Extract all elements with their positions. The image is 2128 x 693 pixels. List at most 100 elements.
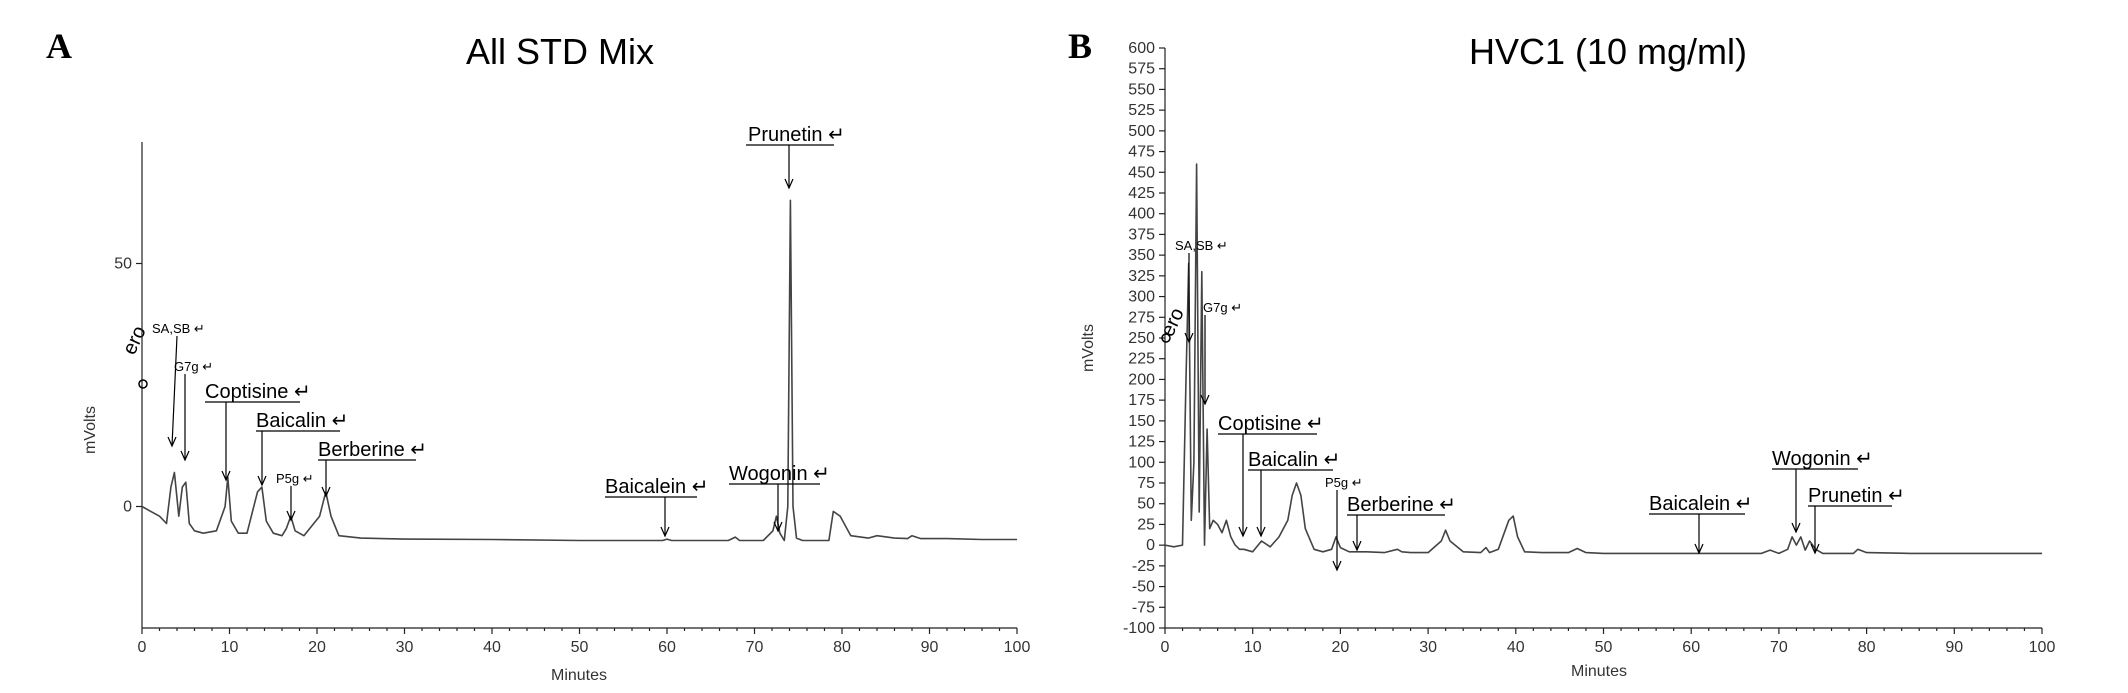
panel-b-y-tick-label: -100 [1123, 620, 1155, 637]
panel-a-arrowhead [167, 436, 177, 448]
panel-a-axis-marker [138, 379, 148, 389]
panel-b-x-tick-label: 90 [1945, 639, 1963, 656]
panel-b-annotations: SA,SB ↵ G7g ↵ Coptisine ↵ Baicalin ↵ P5g ↵Be… [1161, 238, 1905, 572]
panel-b-y-tick-label: 150 [1128, 413, 1155, 430]
panel-a-arrowhead [257, 475, 267, 487]
panel-a-return-marker: ↵ [194, 322, 205, 337]
panel-b-y-tick-label: -50 [1132, 579, 1155, 596]
panel-b-arrowhead [1791, 522, 1801, 534]
panel-a-peak-label: Wogonin ↵ [729, 461, 830, 485]
panel-b-peak-label: Coptisine ↵ [1218, 411, 1324, 435]
panel-a-x-tick-label: 90 [921, 639, 939, 656]
panel-b-y-tick-label: 525 [1128, 102, 1155, 119]
panel-b-return-marker: ↵ [1352, 476, 1363, 491]
panel-b-axis-marker [1161, 333, 1171, 343]
panel-b-y-tick-label: 100 [1128, 454, 1155, 471]
panel-b-x-tick-label: 10 [1244, 639, 1262, 656]
panel-b-arrowhead [1200, 394, 1210, 406]
panel-b-x-tick-label: 100 [2029, 639, 2056, 656]
panel-a-arrowhead [221, 470, 231, 482]
panel-b-return-marker: ↵ [1231, 301, 1242, 316]
panel-a-x-tick-label: 50 [571, 639, 589, 656]
panel-a-y-label: mVolts [82, 406, 99, 454]
panel-b-y-tick-label: 125 [1128, 434, 1155, 451]
panel-a-x-tick-label: 10 [221, 639, 239, 656]
panel-a-partial-label: ero [119, 323, 151, 358]
panel-b-peak-label: Baicalin ↵ [1248, 447, 1340, 471]
panel-a-return-marker: ↵ [202, 360, 213, 375]
panel-b-y-tick-label: 200 [1128, 371, 1155, 388]
panel-b-x-label: Minutes [1571, 663, 1627, 680]
panel-a-axes: 0 10 20 30 40 50 60 70 80 90 100 0 50 [114, 142, 1030, 656]
panel-a-arrowhead [773, 521, 783, 533]
panel-b-y-tick-label: 275 [1128, 309, 1155, 326]
panel-a-peak-label: G7g ↵ [174, 359, 213, 375]
panel-a-return-marker: ↵ [332, 408, 349, 432]
panel-a-annotations: Prunetin ↵ SA,SB ↵ G7g ↵ Coptisine ↵ Baicali… [138, 122, 845, 538]
panel-b-x-tick-label: 60 [1682, 639, 1700, 656]
panel-a-peak-label: P5g ↵ [276, 471, 314, 487]
panel-a-x-tick-label: 80 [833, 639, 851, 656]
panel-a-peak-label: Baicalin ↵ [256, 408, 348, 432]
panel-b-arrowhead [1352, 540, 1362, 552]
panel-a-x-tick-label: 0 [138, 639, 147, 656]
panel-b-return-marker: ↵ [1736, 491, 1753, 515]
panel-b-y-tick-label: 550 [1128, 81, 1155, 98]
panel-a-pointer-line [171, 335, 178, 447]
panel-b-y-tick-label: 250 [1128, 330, 1155, 347]
panel-b-arrowhead [1810, 543, 1820, 555]
panel-a-peak-label: Berberine ↵ [318, 437, 427, 461]
panel-b-x-tick-label: 40 [1507, 639, 1525, 656]
panel-b-x-tick-label: 50 [1595, 639, 1613, 656]
panel-b-partial-label: ero [1157, 305, 1189, 340]
panel-a-x-tick-label: 40 [483, 639, 501, 656]
panel-a-chromatogram-line [141, 199, 1017, 542]
panel-b: B HVC1 (10 mg/ml) mVolts Minutes ero 0 10… [1068, 26, 2055, 680]
panel-b-arrowhead [1332, 560, 1342, 572]
panel-b-y-tick-label: 375 [1128, 226, 1155, 243]
panel-b-arrowhead [1238, 526, 1248, 538]
panel-a-peak-label: Coptisine ↵ [205, 379, 311, 403]
panel-b-y-tick-label: 175 [1128, 392, 1155, 409]
panel-a-peak-label: SA,SB ↵ [152, 321, 205, 337]
panel-a-trace [141, 199, 1017, 542]
panel-b-return-marker: ↵ [1856, 446, 1873, 470]
panel-a-title: All STD Mix [466, 31, 654, 72]
panel-a-x-tick-label: 20 [308, 639, 326, 656]
panel-b-y-tick-label: 300 [1128, 289, 1155, 306]
panel-a-return-marker: ↵ [813, 461, 830, 485]
panel-b-y-tick-label: 50 [1137, 496, 1155, 513]
panel-a-y-tick-label: 0 [123, 499, 132, 516]
panel-b-peak-label: P5g ↵ [1325, 475, 1363, 491]
panel-b-y-tick-label: 475 [1128, 144, 1155, 161]
panel-b-y-tick-label: 425 [1128, 185, 1155, 202]
panel-b-x-tick-label: 70 [1770, 639, 1788, 656]
panel-letter-b: B [1068, 26, 1092, 66]
panel-b-y-tick-label: 500 [1128, 123, 1155, 140]
panel-letter-a: A [46, 26, 72, 66]
panel-b-peak-label: Prunetin ↵ [1808, 483, 1905, 507]
panel-b-return-marker: ↵ [1324, 447, 1341, 471]
panel-b-return-marker: ↵ [1217, 239, 1228, 254]
panel-b-y-tick-label: 325 [1128, 268, 1155, 285]
panel-b-peak-label: Wogonin ↵ [1772, 446, 1873, 470]
panel-b-peak-label: G7g ↵ [1203, 300, 1242, 316]
panel-b-y-tick-label: -75 [1132, 599, 1155, 616]
panel-a-x-tick-label: 100 [1004, 639, 1031, 656]
panel-a-y-tick-label: 50 [114, 256, 132, 273]
panel-a-return-marker: ↵ [303, 472, 314, 487]
panel-b-arrowhead [1256, 526, 1266, 538]
panel-b-y-tick-label: 400 [1128, 206, 1155, 223]
panel-b-y-tick-label: 600 [1128, 40, 1155, 57]
panel-b-y-tick-label: 575 [1128, 61, 1155, 78]
panel-b-y-label: mVolts [1080, 324, 1097, 372]
panel-a-x-tick-label: 60 [658, 639, 676, 656]
panel-b-x-tick-label: 20 [1332, 639, 1350, 656]
panel-b-y-tick-label: 350 [1128, 247, 1155, 264]
panel-b-x-tick-label: 80 [1858, 639, 1876, 656]
panel-b-y-tick-label: 450 [1128, 164, 1155, 181]
panel-a-arrowhead [321, 486, 331, 498]
panel-b-title: HVC1 (10 mg/ml) [1469, 31, 1747, 72]
panel-b-y-tick-label: 0 [1146, 537, 1155, 554]
